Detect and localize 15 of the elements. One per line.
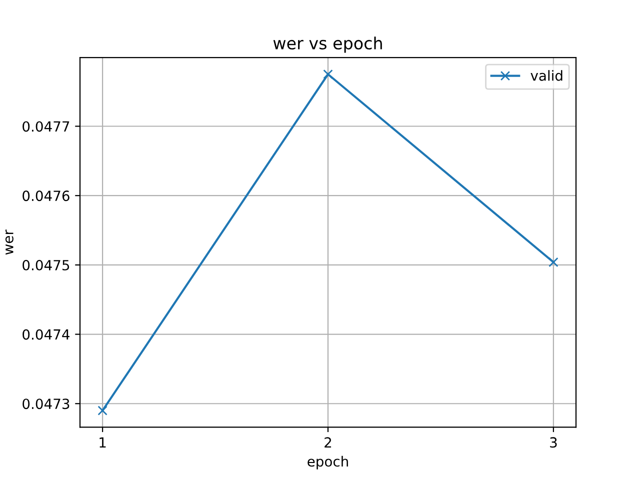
y-tick-label: 0.0475 xyxy=(22,260,70,270)
y-tick-label: 0.0474 xyxy=(22,329,70,340)
y-tick-label: 0.0473 xyxy=(22,398,70,410)
point xyxy=(548,257,558,268)
y-axis-title: wer xyxy=(5,230,14,255)
chart-title: wer vs epoch xyxy=(273,36,382,53)
x-axis-title: epoch xyxy=(308,456,348,470)
x-tick-label: 3 xyxy=(550,437,557,448)
x-tick-label: 2 xyxy=(324,437,332,448)
y-tick-label: 0.0476 xyxy=(22,190,70,202)
y-tick-label: 0.0477 xyxy=(22,121,70,132)
x-tick-label: 1 xyxy=(100,437,106,448)
point xyxy=(323,69,333,80)
legend-label: valid xyxy=(530,70,562,81)
point xyxy=(98,406,108,416)
